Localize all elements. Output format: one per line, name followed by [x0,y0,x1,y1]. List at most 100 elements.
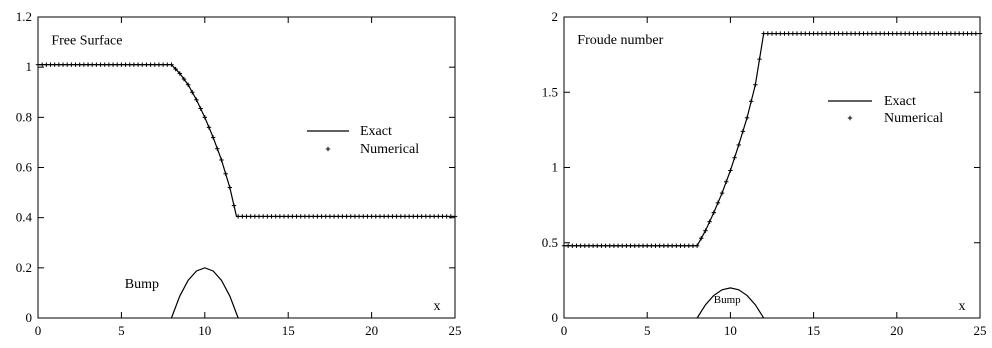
plot-frame [37,16,456,319]
numerical-point [865,31,870,36]
numerical-point [819,31,825,36]
x-tick-label: 10 [198,323,211,338]
numerical-point [377,214,383,219]
numerical-point [844,31,850,36]
y-tick-label: 0.4 [16,210,33,225]
annotation-bump: Bump [125,277,159,292]
series-line-exact [38,64,455,218]
legend: Exact Numerical [828,94,943,126]
numerical-point [790,31,795,36]
y-tick-label: 1.5 [542,84,558,99]
numerical-point [56,62,62,67]
numerical-point [231,203,237,208]
numerical-point [215,146,220,151]
y-tick-label: 0.8 [16,109,32,124]
numerical-point [869,31,875,36]
numerical-point [765,31,771,36]
numerical-point [948,31,954,36]
numerical-point [202,115,207,120]
numerical-point [406,214,412,219]
numerical-point [306,214,312,219]
numerical-point [848,31,854,36]
numerical-point [419,214,424,219]
numerical-point [699,236,704,241]
numerical-point [840,31,845,36]
numerical-point [64,62,70,67]
numerical-point [919,31,924,36]
numerical-point [794,31,800,36]
numerical-point [786,31,791,36]
numerical-point [561,243,567,248]
numerical-point [135,62,141,67]
numerical-point [782,31,787,36]
numerical-point [628,243,633,248]
x-axis-label: x [959,299,966,314]
numerical-point [194,97,199,102]
numerical-point [431,214,437,219]
numerical-point [857,31,862,36]
numerical-point [932,31,937,36]
numerical-point [119,62,124,67]
numerical-point [769,31,775,36]
numerical-point [77,62,82,67]
y-tick-label: 2 [552,9,559,24]
numerical-point [73,62,78,67]
numerical-point [315,214,320,219]
y-tick-label: 1 [552,160,559,175]
numerical-point [244,214,249,219]
numerical-point [661,243,667,248]
x-tick-label: 25 [449,323,462,338]
numerical-point [206,125,212,130]
numerical-point [281,214,287,219]
y-tick-label: 0 [26,310,33,325]
numerical-point [235,214,241,219]
numerical-point [123,62,128,67]
numerical-point [590,243,596,248]
numerical-point [185,82,191,87]
numerical-point [44,62,49,67]
numerical-point [923,31,929,36]
legend-label-numerical: Numerical [884,111,943,126]
numerical-point [256,214,262,219]
numerical-point [356,214,362,219]
numerical-point [311,214,316,219]
numerical-point [169,62,174,67]
plot-frame [563,16,981,319]
numerical-point [290,214,295,219]
numerical-point [823,31,829,36]
numerical-point [156,62,162,67]
numerical-point [273,214,278,219]
y-tick-label: 1 [26,59,33,74]
numerical-point [836,31,841,36]
numerical-point [386,214,391,219]
numerical-point [565,243,571,248]
numerical-point [952,31,958,36]
numerical-point [973,31,979,36]
numerical-point [715,200,721,206]
numerical-point [160,62,166,67]
numerical-point [761,31,766,36]
chart-free-surface: 0 5 10 15 20 25 0 0.2 0.4 0.6 0.8 1 1.2 x Free Surface… [16,9,462,338]
x-axis-label: x [434,299,441,314]
numerical-point [686,243,691,248]
numerical-point [703,228,708,233]
numerical-point [265,214,270,219]
numerical-point [936,31,941,36]
numerical-point [803,31,808,36]
numerical-point [574,243,579,248]
numerical-point [298,214,303,219]
numerical-point [832,31,837,36]
numerical-point [690,243,696,248]
numerical-point [886,31,891,36]
legend-label-numerical: Numerical [360,142,419,157]
numerical-point [744,115,750,121]
numerical-point [369,214,374,219]
numerical-point [336,214,341,219]
numerical-point [427,214,433,219]
numerical-point [177,71,182,76]
numerical-point [653,243,658,248]
numerical-point [732,155,737,160]
numerical-point [957,31,962,36]
numerical-point [48,62,53,67]
numerical-point [603,243,608,248]
